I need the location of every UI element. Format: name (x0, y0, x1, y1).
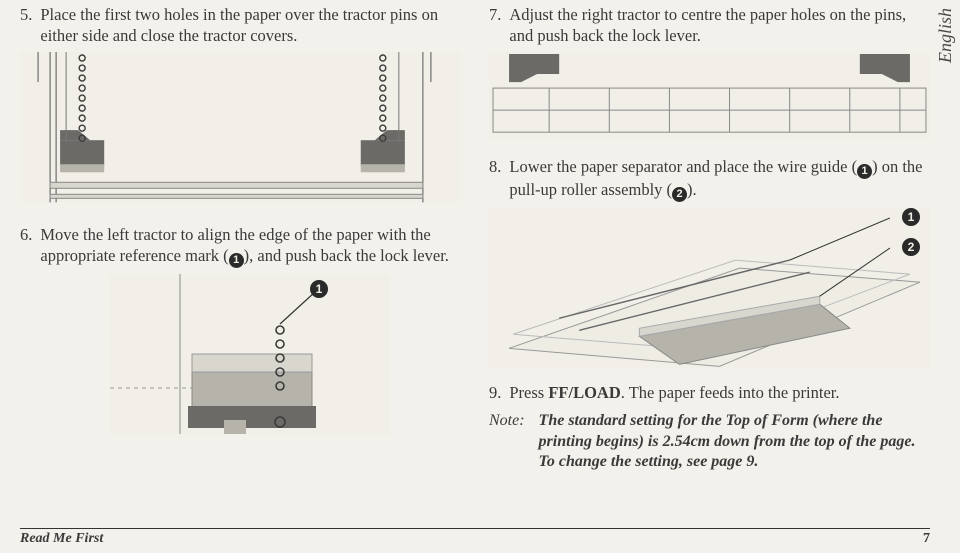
footer-page-number: 7 (923, 531, 930, 547)
step-8-text: Lower the paper separator and place the … (509, 156, 930, 202)
note-label: Note: (489, 411, 525, 472)
figure-step-7 (489, 52, 930, 140)
step-7-number: 7. (489, 4, 501, 46)
figure-step-8: 1 2 (489, 208, 930, 368)
step-6-text: Move the left tractor to align the edge … (40, 224, 461, 268)
figure-step-6: 1 (110, 274, 390, 434)
note: Note: The standard setting for the Top o… (489, 411, 930, 472)
step-9-number: 9. (489, 382, 501, 403)
step-8: 8. Lower the paper separator and place t… (489, 156, 930, 202)
step-6-number: 6. (20, 224, 32, 268)
step-5-number: 5. (20, 4, 32, 46)
figure-step-5 (20, 52, 461, 202)
step-7-text: Adjust the right tractor to centre the p… (509, 4, 930, 46)
step-6: 6. Move the left tractor to align the ed… (20, 224, 461, 268)
step-5: 5. Place the first two holes in the pape… (20, 4, 461, 46)
circled-2-icon: 2 (672, 187, 687, 202)
note-body: The standard setting for the Top of Form… (539, 411, 930, 472)
step-9: 9. Press FF/LOAD. The paper feeds into t… (489, 382, 930, 403)
step-9-text: Press FF/LOAD. The paper feeds into the … (509, 382, 930, 403)
circled-1-icon: 1 (857, 164, 872, 179)
step-5-text: Place the first two holes in the paper o… (40, 4, 461, 46)
circled-1-icon: 1 (229, 253, 244, 268)
language-label: English (935, 8, 956, 63)
page-footer: Read Me First 7 (20, 528, 930, 547)
step-8-number: 8. (489, 156, 501, 202)
footer-title: Read Me First (20, 531, 103, 547)
step-7: 7. Adjust the right tractor to centre th… (489, 4, 930, 46)
